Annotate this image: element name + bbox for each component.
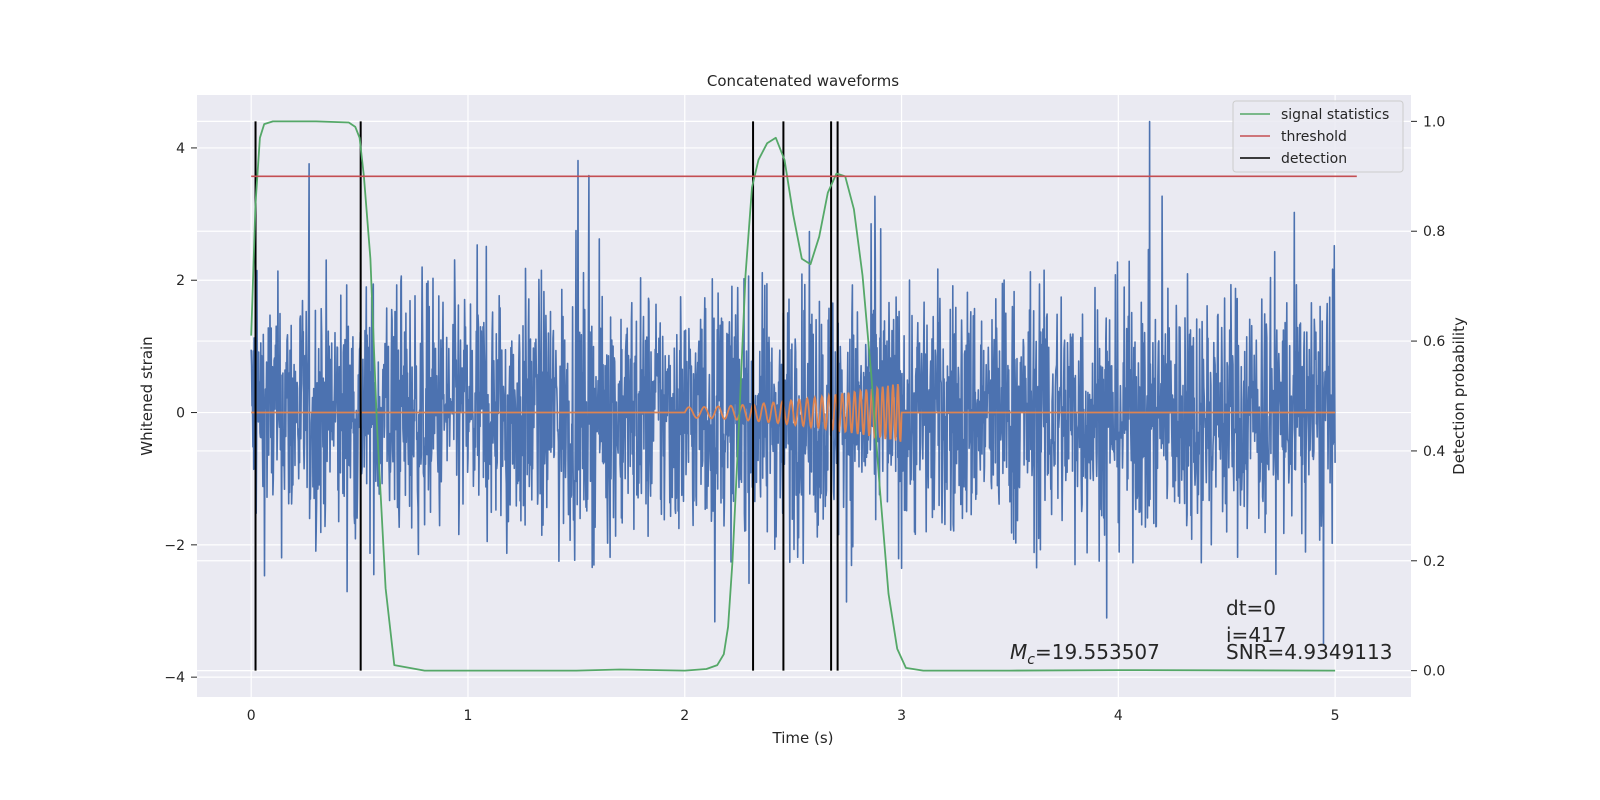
y2-axis-label: Detection probability <box>1450 317 1468 475</box>
annotation-chirp-mass: Mc=19.553507 <box>1010 640 1160 668</box>
y2-tick-label: 0.2 <box>1423 554 1445 570</box>
axis-ticks: 0 1 2 3 4 5 4 2 0 −2 −4 1.0 0.8 0.6 0.4 0.2 0.0 <box>164 114 1445 724</box>
y-tick-label: 0 <box>176 406 185 422</box>
legend: signal statistics threshold detection <box>1232 100 1404 173</box>
injection-line <box>251 383 1336 442</box>
annotation-index: i=417 <box>1226 623 1287 647</box>
annotation-dt: dt=0 <box>1226 596 1276 620</box>
y-axis-label: Whitened strain <box>138 336 156 455</box>
x-tick-label: 1 <box>464 708 473 724</box>
legend-box <box>1232 100 1404 173</box>
x-tick-label: 3 <box>897 708 906 724</box>
legend-label-detection: detection <box>1281 151 1347 167</box>
y2-tick-label: 0.6 <box>1423 334 1445 350</box>
chart-title: Concatenated waveforms <box>707 72 899 90</box>
annotation-snr: SNR=4.9349113 <box>1226 640 1392 664</box>
y2-tick-label: 1.0 <box>1423 114 1445 130</box>
whitened-strain-series <box>250 120 1336 646</box>
x-tick-label: 0 <box>247 708 256 724</box>
y2-tick-label: 0.0 <box>1423 664 1445 680</box>
y2-tick-label: 0.8 <box>1423 224 1445 240</box>
legend-label-signal-statistics: signal statistics <box>1281 107 1389 123</box>
y-tick-label: −4 <box>164 670 185 686</box>
x-tick-label: 2 <box>680 708 689 724</box>
detection-lines <box>254 121 839 671</box>
x-tick-label: 5 <box>1331 708 1340 724</box>
y2-tick-label: 0.4 <box>1423 444 1445 460</box>
noise-line <box>250 120 1336 646</box>
y-tick-label: −2 <box>164 538 185 554</box>
y-tick-label: 4 <box>176 141 185 157</box>
legend-label-threshold: threshold <box>1281 129 1347 145</box>
injected-waveform-series <box>251 383 1336 442</box>
signal-statistics-series <box>250 120 1336 672</box>
signal-statistics-line <box>250 120 1336 672</box>
x-tick-label: 4 <box>1114 708 1123 724</box>
x-axis-label: Time (s) <box>772 729 834 747</box>
y-tick-label: 2 <box>176 273 185 289</box>
